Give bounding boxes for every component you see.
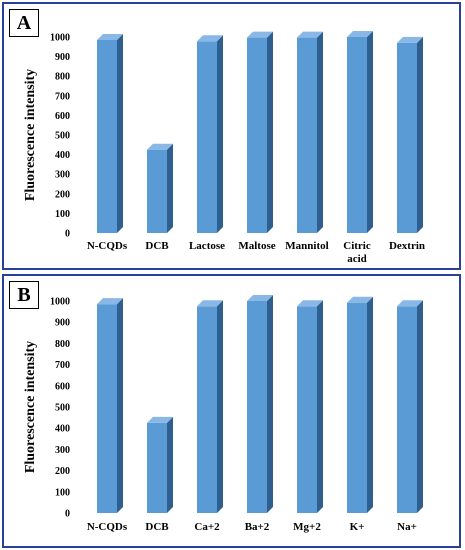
- y-tick-label: 100: [55, 487, 70, 498]
- bar-top: [147, 143, 173, 150]
- bar-top: [347, 296, 373, 303]
- y-tick-label: 0: [65, 509, 70, 520]
- y-tick-label: 1000: [50, 297, 70, 308]
- bar: [397, 306, 417, 513]
- bar: [397, 42, 417, 233]
- bar-top: [247, 295, 273, 301]
- y-tick-label: 900: [55, 318, 70, 329]
- bar-side: [317, 31, 323, 234]
- panel-b-label: B: [9, 281, 39, 309]
- y-tick-label: 600: [55, 111, 70, 122]
- bar-side: [217, 35, 223, 234]
- x-tick-label: Na+: [397, 521, 417, 533]
- bar-side: [417, 36, 423, 233]
- bar: [197, 41, 217, 234]
- bar-side: [317, 300, 323, 513]
- x-tick-label: DCB: [145, 521, 169, 533]
- bar: [97, 39, 117, 233]
- chart-a: Fluorescence intensity 0 100 200 300 400 500 60…: [23, 31, 425, 265]
- bar-top: [397, 300, 423, 307]
- x-tick-label: Mg+2: [293, 521, 321, 533]
- chart-b: Fluorescence intensity 0 100 200 300 400 500 60…: [23, 295, 423, 533]
- x-tick-label: K+: [350, 521, 365, 533]
- bar-side: [267, 31, 273, 234]
- panel-a: A Fluorescence intensity 0 100 200 300 400 500…: [2, 2, 461, 270]
- y-tick-label: 500: [55, 403, 70, 414]
- y-axis-label: Fluorescence intensity: [23, 341, 38, 473]
- y-axis-label: Fluorescence intensity: [23, 69, 38, 201]
- x-tick-label: Maltose: [238, 240, 275, 252]
- x-tick-label: Dextrin: [389, 240, 425, 252]
- bar: [147, 422, 167, 513]
- bar-side: [367, 31, 373, 233]
- bar-top: [397, 36, 423, 43]
- x-tick-label: Mannitol: [285, 240, 328, 252]
- y-tick-label: 300: [55, 445, 70, 456]
- bar-side: [267, 295, 273, 513]
- panel-a-label: A: [9, 9, 39, 37]
- bar: [197, 306, 217, 513]
- x-tick-label: Ba+2: [245, 521, 270, 533]
- x-tick-label: N-CQDs: [87, 521, 128, 533]
- panel-b: B Fluorescence intensity 0 100 200 300 400 500…: [2, 274, 461, 548]
- bar-top: [147, 416, 173, 423]
- bar-side: [167, 416, 173, 513]
- x-tick-label: DCB: [145, 240, 169, 252]
- x-tick-label: Citric acid: [343, 240, 371, 265]
- y-tick-label: 200: [55, 466, 70, 477]
- bar-top: [347, 31, 373, 37]
- bar: [247, 37, 267, 234]
- y-tick-label: 800: [55, 72, 70, 83]
- bar-side: [117, 298, 123, 513]
- y-tick-label: 800: [55, 339, 70, 350]
- bar: [347, 302, 367, 513]
- bar: [147, 149, 167, 233]
- bar-side: [367, 296, 373, 513]
- bar-top: [247, 31, 273, 38]
- y-tick-label: 700: [55, 360, 70, 371]
- bar-top: [297, 300, 323, 307]
- bar-side: [117, 33, 123, 233]
- y-tick-label: 400: [55, 150, 70, 161]
- bar: [297, 306, 317, 513]
- bar-top: [97, 33, 123, 40]
- bar: [297, 37, 317, 234]
- bar-side: [417, 300, 423, 513]
- bar-side: [217, 300, 223, 513]
- bar-top: [297, 31, 323, 38]
- y-tick-label: 500: [55, 131, 70, 142]
- bar: [247, 301, 267, 513]
- bar-side: [167, 143, 173, 233]
- bar-top: [97, 298, 123, 305]
- bar: [347, 37, 367, 233]
- y-tick-label: 900: [55, 52, 70, 63]
- y-tick-label: 100: [55, 209, 70, 220]
- x-tick-label: Lactose: [189, 240, 225, 252]
- y-tick-label: 1000: [50, 33, 70, 44]
- y-tick-label: 300: [55, 170, 70, 181]
- y-tick-label: 400: [55, 424, 70, 435]
- y-tick-label: 700: [55, 91, 70, 102]
- y-tick-label: 200: [55, 189, 70, 200]
- bar-top: [197, 300, 223, 307]
- y-tick-label: 0: [65, 229, 70, 240]
- bar-top: [197, 35, 223, 42]
- bar: [97, 304, 117, 513]
- y-tick-label: 600: [55, 381, 70, 392]
- x-tick-label: Ca+2: [194, 521, 220, 533]
- x-tick-label: N-CQDs: [87, 240, 128, 252]
